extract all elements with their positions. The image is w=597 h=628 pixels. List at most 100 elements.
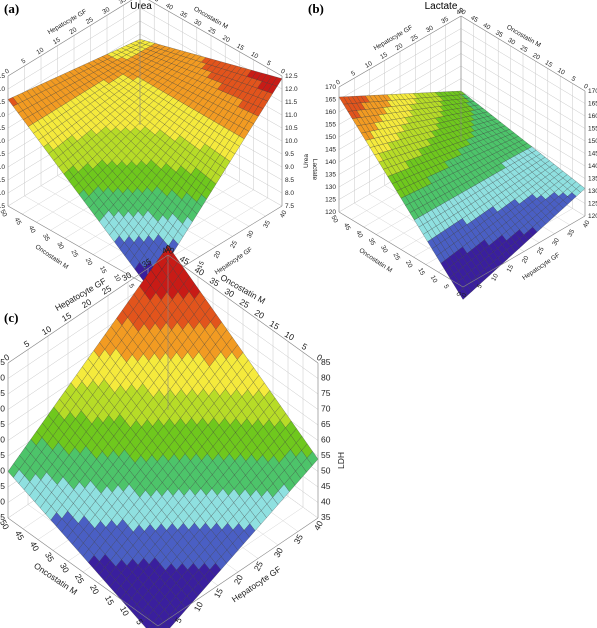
x-tick-label-top: 5 (20, 57, 27, 65)
z-axis-label-right: Urea (303, 154, 310, 168)
x-tick-label-top: 35 (118, 0, 128, 6)
tick-labels: 0510152025303540051015202530354045501201… (325, 7, 597, 299)
z-tick-label-right: 12.0 (285, 86, 298, 93)
box-frame (7, 0, 283, 288)
y-tick-label-top: 15 (235, 43, 245, 53)
frame-edge (7, 254, 169, 364)
y-tick-label: 20 (88, 583, 101, 596)
frame-edge (167, 254, 319, 364)
z-tick-label-left: 140 (325, 159, 336, 166)
z-tick-label-left: 170 (325, 84, 336, 91)
frame-edge (338, 15, 462, 88)
y-tick-label: 25 (70, 249, 80, 259)
z-tick-label-right: 85 (321, 357, 331, 367)
x-tick-label: 15 (506, 263, 516, 273)
z-tick-label-left: 155 (325, 122, 336, 129)
x-tick-label-top: 20 (394, 42, 404, 52)
frame-edge (7, 517, 159, 627)
y-tick-label-top: 35 (178, 10, 188, 20)
grid-line-z (338, 15, 586, 92)
z-tick-label-right: 145 (588, 151, 597, 158)
z-tick-label-left: 40 (0, 497, 5, 507)
panel-a-urea: (a)Urea051015202530354005101520253035404… (0, 0, 310, 299)
box-frame (7, 254, 319, 627)
y-tick-label: 15 (98, 265, 108, 275)
z-tick-label-left: 9.0 (0, 164, 5, 171)
z-tick-label-right: 10.0 (285, 138, 298, 145)
x-tick-label: 35 (262, 219, 272, 229)
x-tick-label: 10 (192, 600, 205, 613)
z-tick-label-right: 60 (321, 435, 331, 445)
y-tick-label-top: 15 (544, 59, 554, 69)
x-tick-label: 20 (232, 573, 245, 586)
y-tick-label: 50 (330, 214, 340, 224)
x-tick-label-top: 35 (140, 256, 153, 270)
box-frame (338, 15, 586, 288)
y-tick-label-top: 10 (556, 67, 566, 77)
y-tick-label-top: 50 (457, 7, 467, 17)
y-tick-label: 20 (404, 259, 414, 269)
y-tick-label: 10 (112, 273, 122, 283)
x-tick-label: 30 (246, 229, 256, 239)
x-tick-label-top: 10 (35, 46, 45, 56)
y-axis-label: Oncostatin M (32, 561, 79, 597)
z-tick-label-left: 80 (0, 373, 5, 383)
z-tick-label-left: 55 (0, 450, 5, 460)
z-tick-label-right: 70 (321, 404, 331, 414)
y-tick-label: 30 (379, 244, 389, 254)
y-tick-label-top: 50 (163, 243, 176, 257)
panel-letter: (b) (308, 1, 324, 16)
y-tick-label: 25 (392, 252, 402, 262)
z-tick-label-right: 125 (588, 201, 597, 208)
z-tick-label-left: 135 (325, 172, 336, 179)
x-tick-label-top: 30 (425, 24, 435, 34)
y-tick-label: 15 (416, 267, 426, 277)
z-tick-label-left: 120 (325, 209, 336, 216)
y-tick-label: 45 (13, 529, 26, 542)
y-tick-label-top: 40 (193, 264, 206, 278)
x-tick-label: 30 (272, 546, 285, 559)
x-tick-label: 40 (582, 219, 592, 229)
y-tick-label: 40 (27, 225, 37, 235)
x-tick-label: 5 (173, 615, 184, 624)
y-tick-label: 5 (442, 284, 450, 291)
z-tick-label-left: 70 (0, 404, 5, 414)
z-tick-label-left: 85 (0, 357, 5, 367)
z-tick-label-left: 10.0 (0, 138, 5, 145)
y-tick-label-top: 30 (506, 37, 516, 47)
z-tick-label-right: 120 (588, 213, 597, 220)
x-axis-label-top: Hepatocyte GF (47, 8, 88, 36)
surface-mesh (338, 90, 586, 300)
x-tick-label: 25 (252, 559, 265, 572)
z-tick-label-left: 8.5 (0, 177, 5, 184)
y-tick-label: 35 (41, 233, 51, 243)
x-axis-label-top: Hepatocyte GF (373, 24, 414, 52)
x-tick-label-top: 35 (440, 16, 450, 26)
z-tick-label-right: 150 (588, 138, 597, 145)
z-tick-label-right: 9.0 (285, 164, 294, 171)
y-tick-label: 30 (55, 241, 65, 251)
x-tick-label: 20 (213, 250, 223, 260)
z-tick-label-left: 12.5 (0, 73, 5, 80)
x-tick-label: 25 (229, 239, 239, 249)
y-tick-label: 5 (134, 617, 145, 626)
y-tick-label: 10 (118, 604, 131, 617)
x-axis-label-top: Hepatocyte GF (53, 276, 108, 313)
z-tick-label-left: 45 (0, 481, 5, 491)
y-tick-label-top: 40 (164, 2, 174, 12)
z-tick-label-right: 155 (588, 126, 597, 133)
y-tick-label: 30 (58, 561, 71, 574)
y-tick-label-top: 30 (193, 18, 203, 28)
x-tick-label: 10 (490, 272, 500, 282)
x-tick-label: 15 (196, 260, 206, 270)
z-tick-label-left: 8.0 (0, 190, 5, 197)
z-tick-label-right: 9.5 (285, 151, 294, 158)
panel-b-lactate: (b) Lactate051015202530354005101520253035… (308, 1, 597, 300)
panel-letter: (c) (4, 310, 18, 325)
x-tick-label-top: 30 (101, 6, 111, 16)
z-tick-label-left: 12.0 (0, 86, 5, 93)
z-tick-label-right: 50 (321, 466, 331, 476)
z-tick-label-right: 10.5 (285, 125, 298, 132)
x-tick-label-top: 40 (160, 243, 173, 257)
tick-labels: 0510152025303540051015202530354045507.57… (0, 0, 298, 299)
